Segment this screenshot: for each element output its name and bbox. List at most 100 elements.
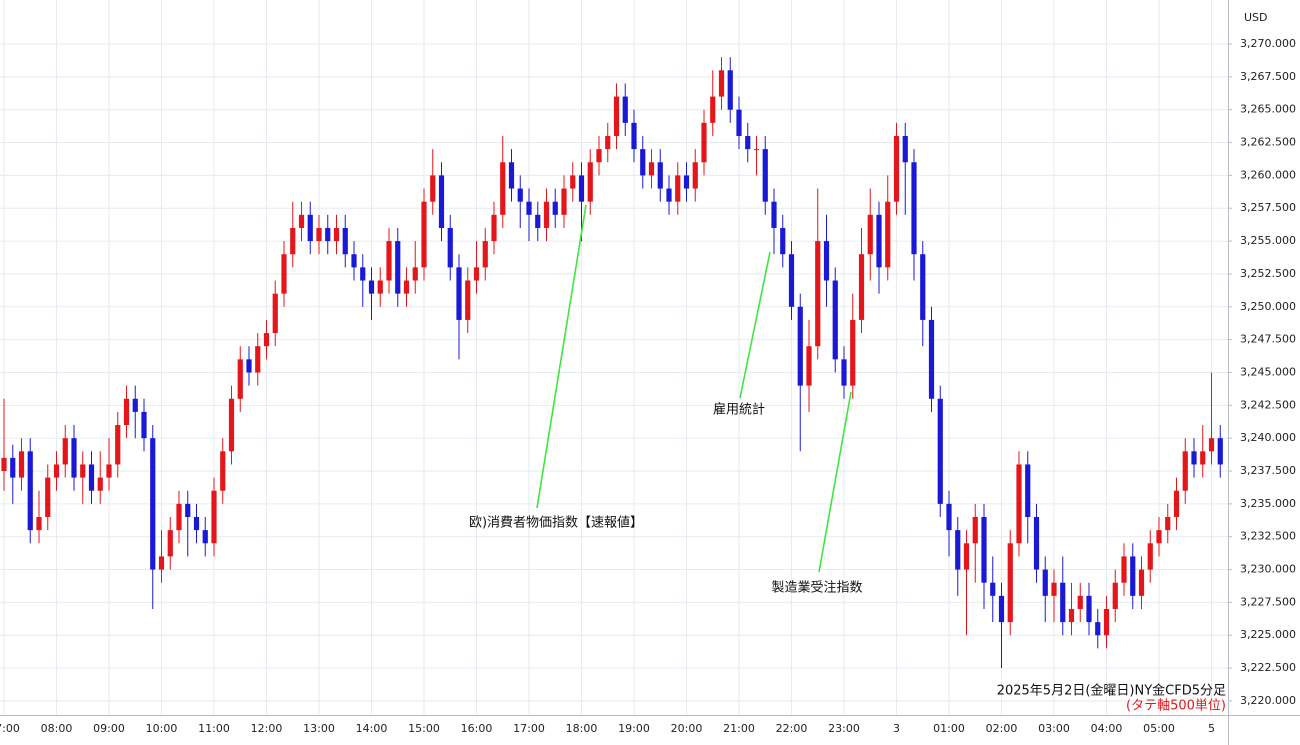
candle-body	[613, 96, 620, 136]
candle-body	[1025, 464, 1031, 518]
candle-body	[403, 280, 410, 294]
candle-body	[1138, 569, 1145, 596]
candle-body	[1033, 517, 1040, 570]
candle-body	[500, 162, 506, 215]
x-tick-label: 21:00	[723, 722, 755, 735]
candle-body	[123, 398, 130, 426]
candle-body	[158, 556, 165, 570]
y-tick-label: 3,252.500	[1240, 267, 1296, 280]
x-tick-label: 10:00	[146, 722, 178, 735]
candle-body	[106, 464, 112, 478]
candle-body	[753, 149, 760, 151]
candle-body	[351, 254, 357, 268]
candle-body	[1130, 556, 1136, 596]
annotation-pointer	[536, 204, 587, 509]
candle-body	[473, 267, 480, 281]
candle-body	[27, 451, 33, 531]
y-tick-label: 3,242.500	[1240, 398, 1296, 411]
x-tick-label: 03:00	[1038, 722, 1070, 735]
candle-body	[885, 201, 891, 268]
candle-body	[1086, 595, 1092, 623]
candle-body	[788, 254, 795, 307]
y-tick-label: 3,255.000	[1240, 234, 1296, 247]
candle-body	[447, 227, 453, 268]
x-tick-label: 01:00	[933, 722, 965, 735]
x-tick-label: 16:00	[461, 722, 493, 735]
candle-body	[998, 595, 1005, 623]
x-tick-label: 15:00	[408, 722, 440, 735]
candle-body	[596, 149, 602, 163]
candle-body	[876, 214, 882, 268]
candle-body	[1217, 438, 1223, 465]
candle-body	[570, 175, 576, 189]
y-tick-label: 3,270.000	[1240, 37, 1296, 50]
candle-body	[701, 122, 707, 163]
candle-body	[517, 188, 523, 202]
candle-body	[526, 201, 532, 215]
candle-body	[902, 135, 908, 163]
candle-body	[1208, 438, 1215, 452]
candle-body	[648, 162, 655, 176]
y-tick-label: 3,230.000	[1240, 563, 1296, 576]
candle-body	[298, 214, 305, 228]
candle-body	[543, 201, 550, 228]
candle-body	[115, 425, 121, 465]
candle-body	[955, 530, 961, 570]
candle-body	[386, 241, 392, 281]
x-tick-label: 05:00	[1143, 722, 1175, 735]
candle-body	[176, 503, 182, 531]
candle-body	[920, 254, 926, 320]
candle-body	[377, 280, 383, 294]
x-tick-label: 18:00	[566, 722, 598, 735]
candle-body	[193, 517, 200, 531]
unit-label: USD	[1244, 11, 1268, 24]
candle-body	[1147, 543, 1153, 570]
candle-body	[71, 438, 77, 478]
annotation-label: 雇用統計	[713, 402, 765, 418]
candle-body	[491, 214, 497, 242]
candle-body	[937, 398, 943, 504]
x-tick-label: 11:00	[198, 722, 230, 735]
x-tick-label: 22:00	[776, 722, 808, 735]
candle-body	[255, 346, 261, 373]
y-tick-label: 3,250.000	[1240, 300, 1296, 313]
candle-body	[1103, 608, 1110, 636]
candle-body	[53, 464, 60, 478]
candle-body	[482, 241, 488, 268]
candle-body	[80, 464, 86, 478]
candle-body	[1051, 582, 1057, 596]
y-tick-label: 3,257.500	[1240, 201, 1296, 214]
candle-body	[946, 503, 952, 531]
candle-body	[290, 227, 296, 255]
candle-body	[508, 162, 515, 189]
candle-body	[893, 135, 900, 202]
candle-body	[605, 135, 611, 150]
candle-body	[1121, 556, 1127, 583]
x-tick-label: 23:00	[828, 722, 860, 735]
candle-body	[780, 227, 786, 255]
candle-body	[211, 490, 217, 544]
annotation-label: 製造業受注指数	[771, 580, 862, 596]
candle-body	[1182, 451, 1188, 491]
candle-body	[736, 109, 742, 136]
candle-body	[438, 175, 445, 228]
candle-body	[36, 517, 42, 531]
annotation-pointer	[818, 391, 852, 573]
y-tick-label: 3,232.500	[1240, 530, 1296, 543]
x-tick-label: 09:00	[93, 722, 125, 735]
scale-note: (タテ軸500単位)	[1126, 698, 1226, 714]
x-tick-label: 14:00	[356, 722, 388, 735]
candle-body	[141, 411, 147, 439]
candle-body	[535, 214, 541, 228]
grid	[0, 0, 1228, 715]
candle-body	[62, 438, 68, 465]
candle-body	[990, 582, 996, 596]
candle-body	[1156, 530, 1162, 544]
candle-body	[246, 359, 252, 373]
candle-body	[850, 319, 856, 386]
candle-body	[307, 214, 313, 242]
candle-body	[666, 188, 672, 202]
candle-body	[1007, 543, 1013, 623]
candle-body	[911, 162, 917, 255]
